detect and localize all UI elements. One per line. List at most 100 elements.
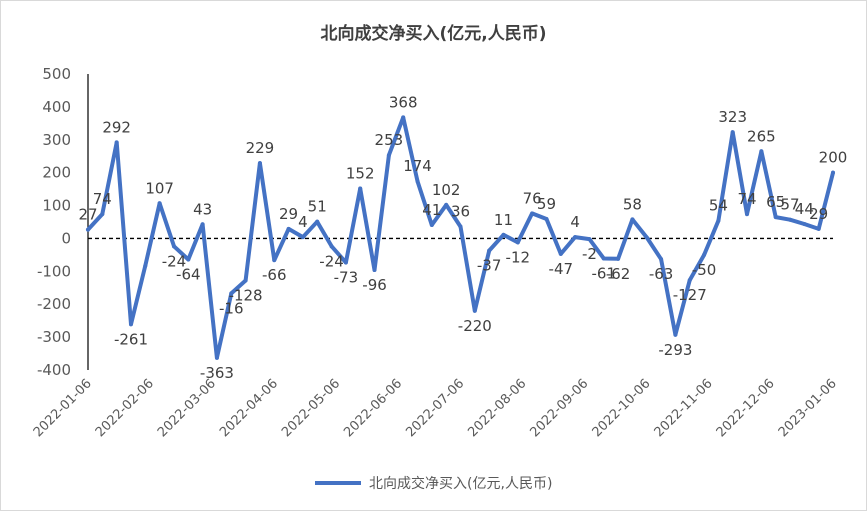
y-tick-label: 300 bbox=[42, 131, 71, 149]
data-label: 4 bbox=[570, 213, 580, 231]
data-point bbox=[802, 221, 807, 226]
data-point bbox=[200, 222, 205, 227]
data-point bbox=[831, 170, 835, 175]
x-tick-label: 2022-05-06 bbox=[279, 376, 343, 440]
data-point bbox=[229, 291, 234, 296]
data-label: 59 bbox=[537, 195, 556, 213]
data-point bbox=[114, 140, 119, 145]
data-point bbox=[315, 219, 320, 224]
data-point bbox=[272, 258, 277, 263]
data-point bbox=[759, 149, 764, 154]
data-label: -64 bbox=[176, 265, 201, 283]
data-label: 43 bbox=[193, 200, 212, 218]
data-label: 253 bbox=[375, 131, 404, 149]
legend: 北向成交净买入(亿元,人民币) bbox=[1, 473, 866, 493]
data-label: 11 bbox=[494, 211, 513, 229]
data-label: -2 bbox=[582, 245, 597, 263]
data-point bbox=[358, 186, 363, 191]
y-tick-label: -200 bbox=[37, 295, 71, 313]
data-point bbox=[86, 227, 90, 232]
data-label: 44 bbox=[795, 200, 814, 218]
data-label: -220 bbox=[458, 317, 492, 335]
data-point bbox=[458, 224, 463, 229]
y-tick-label: -100 bbox=[37, 262, 71, 280]
data-point bbox=[730, 130, 735, 135]
data-point bbox=[100, 212, 105, 217]
data-label: -61 bbox=[592, 265, 617, 283]
data-point bbox=[128, 322, 133, 327]
x-tick-label: 2022-02-06 bbox=[93, 376, 157, 440]
data-label: -62 bbox=[606, 265, 631, 283]
data-point bbox=[616, 256, 621, 261]
data-label: -47 bbox=[549, 260, 574, 278]
x-tick-label: 2022-07-06 bbox=[403, 376, 467, 440]
data-point bbox=[143, 263, 148, 268]
data-point bbox=[644, 235, 649, 240]
data-point bbox=[816, 226, 821, 231]
data-label: 265 bbox=[747, 127, 776, 145]
y-tick-label: -400 bbox=[37, 361, 71, 379]
data-point bbox=[415, 179, 420, 184]
data-point bbox=[386, 153, 391, 158]
legend-label: 北向成交净买入(亿元,人民币) bbox=[369, 476, 553, 492]
data-point bbox=[300, 235, 305, 240]
data-label: 323 bbox=[718, 108, 747, 126]
data-label: 74 bbox=[737, 190, 756, 208]
data-point bbox=[630, 217, 635, 222]
data-point bbox=[401, 115, 406, 120]
data-label: 368 bbox=[389, 93, 418, 111]
data-label: -127 bbox=[673, 286, 707, 304]
y-tick-label: 100 bbox=[42, 197, 71, 215]
y-tick-label: 400 bbox=[42, 98, 71, 116]
data-label: 54 bbox=[709, 197, 728, 215]
data-point bbox=[214, 355, 219, 360]
data-point bbox=[186, 257, 191, 262]
data-label: -50 bbox=[692, 261, 717, 279]
data-point bbox=[171, 244, 176, 249]
data-label: -128 bbox=[229, 287, 263, 305]
data-point bbox=[687, 278, 692, 283]
chart-title: 北向成交净买入(亿元,人民币) bbox=[320, 24, 547, 44]
x-tick-label: 2022-10-06 bbox=[590, 376, 654, 440]
data-label: 107 bbox=[145, 179, 174, 197]
x-tick-label: 2023-01-06 bbox=[776, 376, 840, 440]
data-label: 65 bbox=[766, 193, 785, 211]
data-label: -12 bbox=[506, 248, 531, 266]
data-label: 29 bbox=[809, 205, 828, 223]
y-tick-label: -300 bbox=[37, 328, 71, 346]
data-point bbox=[157, 201, 162, 206]
data-label: 74 bbox=[93, 190, 112, 208]
data-label: -63 bbox=[649, 265, 674, 283]
x-tick-label: 2022-01-06 bbox=[31, 376, 95, 440]
data-label: -16 bbox=[219, 299, 244, 317]
data-point bbox=[587, 237, 592, 242]
data-point bbox=[745, 212, 750, 217]
data-label: 58 bbox=[623, 195, 642, 213]
data-label: -261 bbox=[114, 330, 148, 348]
data-point bbox=[659, 257, 664, 262]
data-point bbox=[444, 202, 449, 207]
x-tick-label: 2022-06-06 bbox=[341, 376, 405, 440]
x-tick-label: 2022-08-06 bbox=[465, 376, 529, 440]
data-label: 29 bbox=[279, 205, 298, 223]
data-point bbox=[501, 232, 506, 237]
data-point bbox=[702, 252, 707, 257]
data-label: 152 bbox=[346, 164, 375, 182]
x-tick-label: 2022-09-06 bbox=[527, 376, 591, 440]
data-label: 36 bbox=[451, 203, 470, 221]
data-point bbox=[544, 217, 549, 222]
data-label: -293 bbox=[658, 341, 692, 359]
data-point bbox=[673, 332, 678, 337]
data-point bbox=[286, 226, 291, 231]
data-point bbox=[601, 256, 606, 261]
data-label: -37 bbox=[477, 257, 502, 275]
data-point bbox=[515, 240, 520, 245]
data-label: -24 bbox=[319, 252, 344, 270]
data-point bbox=[788, 217, 793, 222]
data-label: -363 bbox=[200, 364, 234, 382]
data-label: -96 bbox=[362, 276, 387, 294]
data-label: 200 bbox=[819, 149, 848, 167]
data-label: 27 bbox=[78, 206, 97, 224]
data-label: 174 bbox=[403, 157, 432, 175]
data-label: 76 bbox=[523, 189, 542, 207]
